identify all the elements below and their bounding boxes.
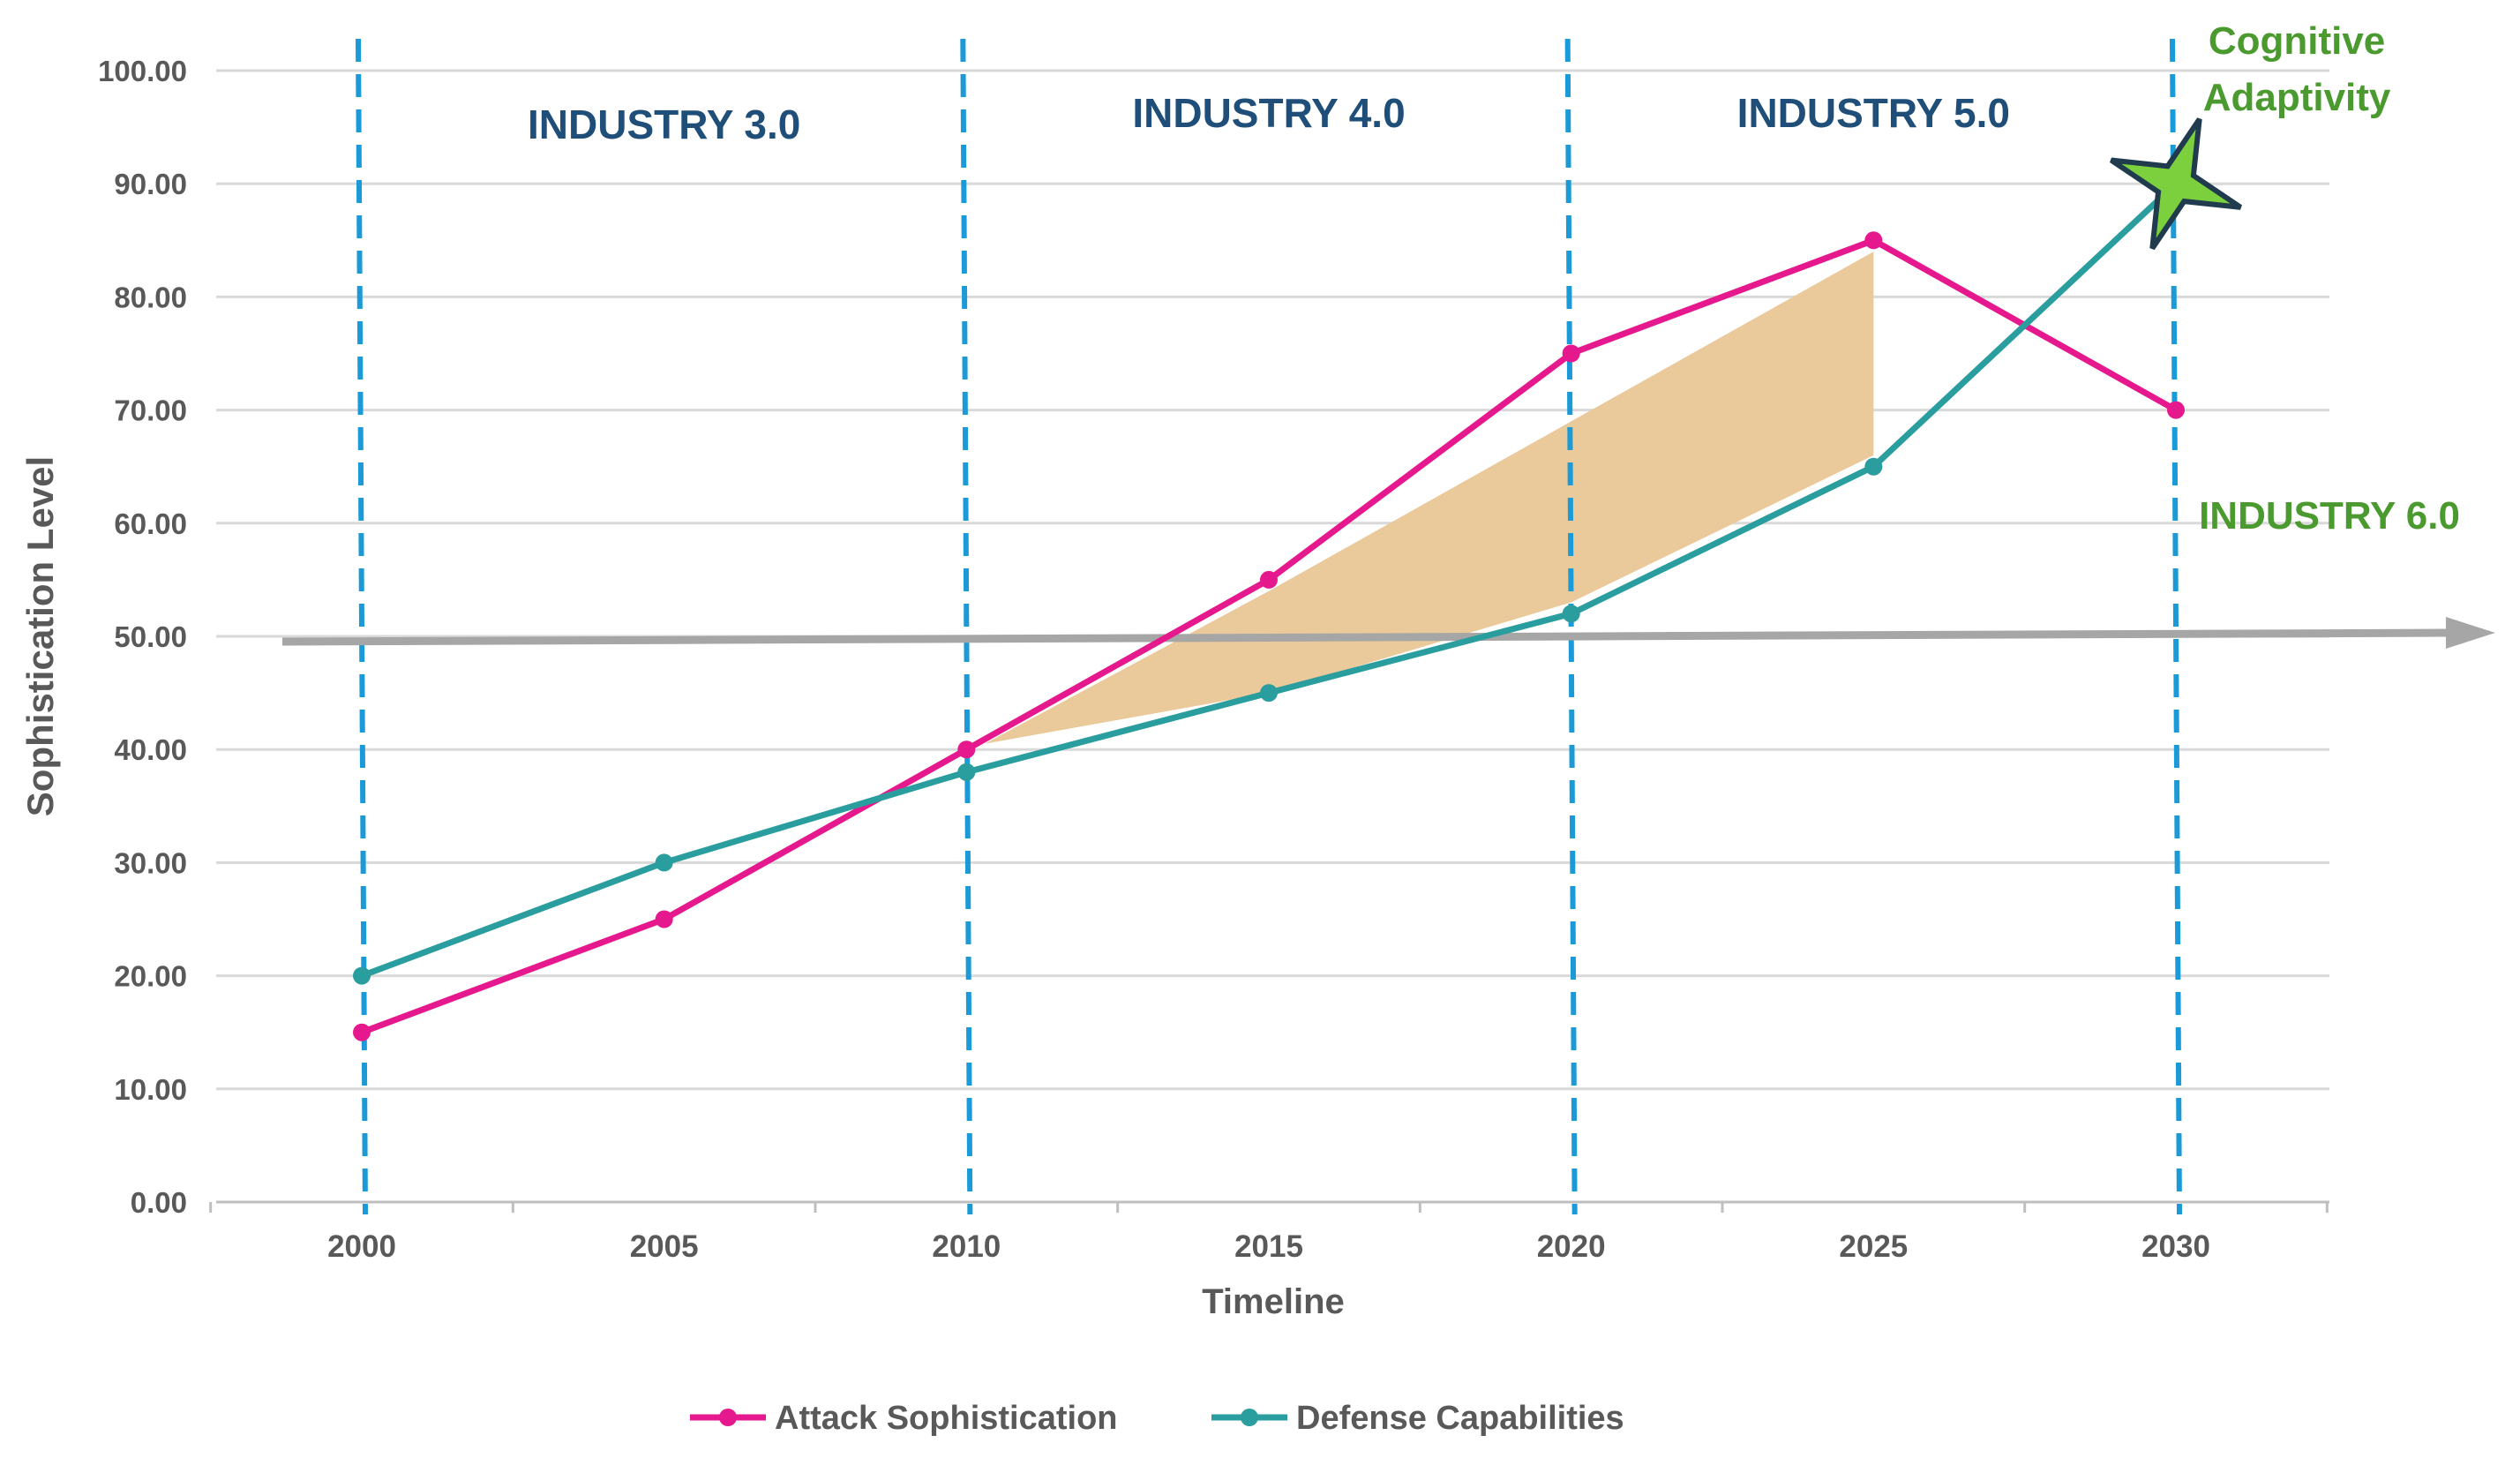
data-point-defense — [655, 853, 673, 872]
data-point-attack — [957, 740, 976, 759]
era-divider — [1564, 38, 1578, 1215]
y-tick-label: 50.00 — [114, 620, 187, 653]
data-point-attack — [2167, 401, 2185, 419]
y-tick-label: 90.00 — [114, 168, 187, 200]
data-point-attack — [1260, 570, 1278, 589]
data-point-defense — [1260, 684, 1278, 703]
x-tick-label: 2030 — [2141, 1229, 2210, 1264]
y-tick-label: 60.00 — [114, 507, 187, 540]
data-point-attack — [1864, 231, 1883, 250]
legend-label: Defense Capabilities — [1296, 1400, 1624, 1437]
y-axis-title: Sophistication Level — [19, 456, 61, 816]
annotation-label: Cognitive — [2209, 19, 2385, 63]
data-point-defense — [957, 763, 976, 781]
era-label: INDUSTRY 5.0 — [1737, 90, 2010, 136]
annotation-label: Adaptivity — [2203, 76, 2391, 119]
x-tick-label: 2015 — [1234, 1229, 1303, 1264]
x-tick-label: 2020 — [1537, 1229, 1606, 1264]
x-tick-label: 2025 — [1839, 1229, 1908, 1264]
y-tick-label: 20.00 — [114, 960, 187, 993]
x-tick-label: 2005 — [630, 1229, 699, 1264]
y-tick-label: 100.00 — [98, 55, 187, 87]
threshold-line — [281, 628, 2452, 646]
data-point-attack — [353, 1023, 371, 1041]
era-divider — [960, 38, 973, 1215]
data-point-attack — [1562, 344, 1580, 363]
era-label: INDUSTRY 4.0 — [1132, 90, 1405, 136]
legend-label: Attack Sophistication — [775, 1400, 1118, 1437]
y-tick-label: 80.00 — [114, 281, 187, 313]
gap-band — [984, 252, 1874, 744]
era-divider — [2170, 38, 2182, 1215]
threshold-label: INDUSTRY 6.0 — [2199, 494, 2460, 537]
x-axis-title: Timeline — [1202, 1282, 1345, 1321]
y-tick-label: 0.00 — [131, 1186, 187, 1219]
y-tick-label: 40.00 — [114, 733, 187, 766]
x-tick-label: 2000 — [327, 1229, 396, 1264]
legend-marker — [1241, 1409, 1258, 1426]
y-tick-label: 30.00 — [114, 846, 187, 879]
x-tick-label: 2010 — [932, 1229, 1001, 1264]
star-icon — [2110, 117, 2242, 251]
y-tick-label: 70.00 — [114, 395, 187, 427]
y-tick-label: 10.00 — [114, 1073, 187, 1106]
threshold-arrowhead — [2446, 617, 2495, 649]
era-label: INDUSTRY 3.0 — [528, 101, 800, 147]
data-point-attack — [655, 910, 673, 928]
data-point-defense — [353, 966, 371, 985]
legend-marker — [719, 1409, 737, 1426]
data-point-defense — [1562, 605, 1580, 623]
era-divider — [356, 38, 368, 1215]
data-point-defense — [1864, 457, 1883, 476]
